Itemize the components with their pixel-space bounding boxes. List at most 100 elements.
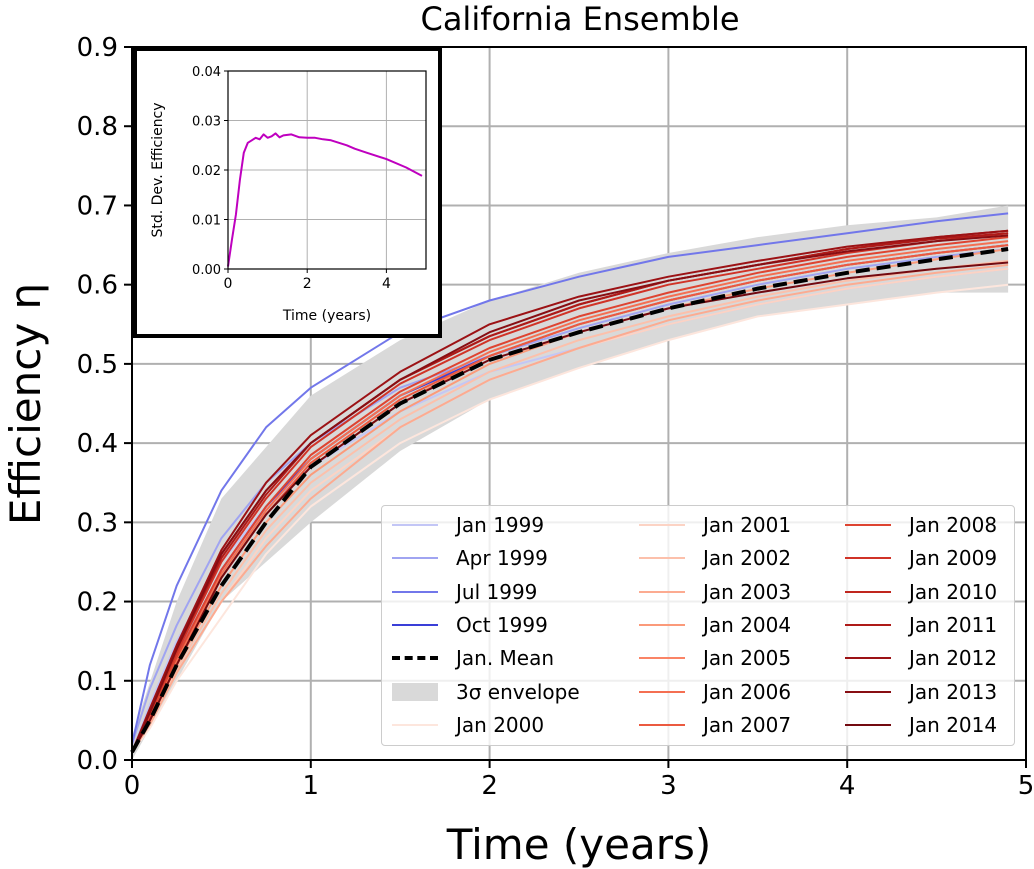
x-axis-label: Time (years) [446,820,712,869]
legend-label: Jan 2005 [703,646,792,671]
inset-x-tick-label: 0 [224,276,233,292]
inset-x-tick-label: 2 [303,276,312,292]
legend-label: Jan 2010 [909,579,998,604]
inset-y-tick-label: 0.02 [192,164,221,179]
x-tick-label: 2 [481,771,498,801]
legend-item-jan-2005: Jan 2005 [639,643,791,673]
y-tick-label: 0.1 [77,667,118,697]
series-line-jan-2012 [131,229,1009,753]
legend-swatch [845,723,891,726]
inset-y-tick-label: 0.04 [192,65,221,80]
legend-item-oct-1999: Oct 1999 [392,610,548,640]
legend-swatch [845,657,891,660]
legend-label: Jan 2003 [703,579,792,604]
series-line-jan-2002 [131,259,1009,753]
series-line-jan-2000 [131,283,1009,753]
x-tick-label: 4 [839,771,856,801]
legend-item-jan-2012: Jan 2012 [845,643,997,673]
legend-swatch [639,690,685,693]
series-line-jan-2003 [131,263,1009,753]
y-axis-label: Efficiency η [1,283,50,525]
series-line-jan-2006 [131,240,1009,753]
legend-swatch [845,690,891,693]
legend-swatch [639,657,685,660]
series-line-jan-mean [130,247,1009,754]
legend-item-jan-mean: Jan. Mean [392,643,554,673]
legend-swatch [845,623,891,626]
legend-label: Apr 1999 [456,546,548,571]
inset-ticks: 0 2 4 0.00 0.01 0.02 0.03 0.04 [192,65,391,292]
main-ticks: 0 1 2 3 4 5 0.0 0.1 0.2 0.3 0.4 0.5 0.6 0.7 0.8 0.9 [77,33,1034,801]
y-tick-label: 0.4 [77,429,118,459]
legend-label: Oct 1999 [456,612,548,637]
legend-item-jan-2003: Jan 2003 [639,577,791,607]
series-line-jan-2013 [131,234,1009,753]
legend-swatch [639,524,685,526]
legend-swatch [392,590,438,593]
legend-label: Jan 1999 [456,513,545,537]
y-tick-label: 0.2 [77,588,118,618]
legend-swatch [845,557,891,560]
inset-background [133,47,442,338]
legend-item-jan-2002: Jan 2002 [639,543,791,573]
inset-x-tick-label: 4 [382,276,391,292]
legend-item-jan-2011: Jan 2011 [845,610,997,640]
x-tick-label: 5 [1018,771,1034,801]
legend-item-jan-2009: Jan 2009 [845,543,997,573]
legend-item-3-envelope: 3σ envelope [392,677,580,707]
inset-y-axis-label: Std. Dev. Efficiency [150,102,166,237]
legend-swatch [639,623,685,626]
y-tick-label: 0.9 [77,33,118,63]
legend-label: Jan 2004 [703,612,792,637]
x-tick-label: 1 [303,771,320,801]
legend-label: Jan 2009 [909,546,998,571]
legend-item-jan-2000: Jan 2000 [392,710,544,740]
legend-item-jul-1999: Jul 1999 [392,577,537,607]
legend-item-jan-2007: Jan 2007 [639,710,791,740]
y-tick-label: 0.3 [77,508,118,538]
legend-label: Jul 1999 [456,579,538,604]
legend-swatch [392,723,438,726]
legend-swatch [845,524,891,526]
legend-swatch-envelope [392,682,438,701]
main-plot-frame [131,46,1027,761]
legend-swatch [639,590,685,593]
series-line-jul-1999 [131,212,1009,745]
x-tick-label: 0 [124,771,141,801]
legend-item-jan-2013: Jan 2013 [845,677,997,707]
legend-label: Jan 2008 [909,513,998,537]
chart-title: California Ensemble [420,0,739,38]
y-tick-label: 0.0 [77,746,118,776]
legend: Jan 1999 Apr 1999 Jul 1999 Oct 1999 Jan. Mea… [381,505,1015,746]
legend-swatch [392,557,438,560]
series-line-apr-1999 [131,248,1009,745]
legend-swatch [392,623,438,626]
legend-item-jan-1999: Jan 1999 [392,510,544,540]
legend-item-jan-2004: Jan 2004 [639,610,791,640]
inset-std-dev-line [227,132,423,267]
legend-label: Jan 2014 [909,712,998,737]
legend-item-jan-2010: Jan 2010 [845,577,997,607]
legend-label: Jan 2006 [703,679,792,704]
legend-swatch [392,524,438,526]
main-series-group [130,212,1009,754]
legend-swatch [845,590,891,593]
legend-label: Jan 2001 [703,513,792,537]
legend-swatch [639,723,685,726]
y-tick-label: 0.7 [77,191,118,221]
legend-item-jan-2008: Jan 2008 [845,510,997,540]
series-line-jan-2008 [131,236,1009,753]
legend-label: Jan 2013 [909,679,998,704]
inset-series-group [227,132,423,267]
legend-label: Jan 2007 [703,712,792,737]
inset-y-tick-label: 0.03 [192,115,221,130]
y-tick-label: 0.5 [77,350,118,380]
legend-label: Jan 2000 [456,712,545,737]
legend-label: Jan 2012 [909,646,998,671]
legend-label: Jan 2011 [909,612,998,637]
series-line-jan-2009 [131,232,1009,753]
legend-label: 3σ envelope [456,679,580,704]
legend-label: Jan 2002 [703,546,792,571]
inset-y-tick-label: 0.01 [192,214,221,229]
legend-item-jan-2001: Jan 2001 [639,510,791,540]
